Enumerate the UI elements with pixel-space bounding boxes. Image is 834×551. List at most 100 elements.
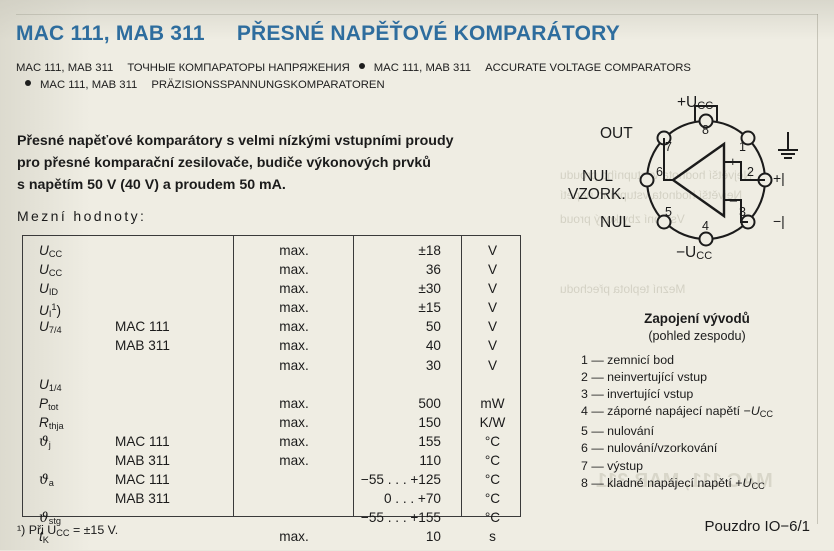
package-note: Pouzdro IO−6/1 <box>704 518 810 535</box>
table-row: MAB 311 max. 40 V <box>23 336 520 355</box>
table-row: U7/4 MAC 111 max. 50 V <box>23 317 520 336</box>
cell-condition: max. <box>279 433 309 449</box>
table-row: UID max. ±30 V <box>23 279 520 298</box>
pin-number-3: 3 <box>739 205 746 219</box>
section-heading-limits: Mezní hodnoty: <box>17 208 147 224</box>
legend-item: 1 — zemnicí bod <box>581 353 674 367</box>
pinout-diagram: + − 8 1 2 3 4 5 6 7 +UCC −UCC OUT NUL VZ… <box>568 94 822 262</box>
cell-value: −55 . . . +125 <box>360 472 441 488</box>
table-row: max. 30 V <box>23 356 520 375</box>
cell-value: 0 . . . +70 <box>383 491 441 507</box>
subtitle-line-1: MAC 111, MAB 311 ТОЧНЫЕ КОМПАРАТОРЫ НАПРЯ… <box>16 62 691 74</box>
table-row: ϑj MAC 111 max. 155 °C <box>23 432 520 451</box>
cell-symbol: UCC <box>39 262 63 279</box>
pin-label-vcc-negative: −UCC <box>676 244 713 262</box>
cell-value: 36 <box>425 262 441 278</box>
subtitle-ru-text: ТОЧНЫЕ КОМПАРАТОРЫ НАПРЯЖЕНИЯ <box>127 62 350 74</box>
package-tab <box>694 105 718 121</box>
legend-item: 4 — záporné napájecí napětí −UCC <box>581 404 774 420</box>
amp-plus-sign: + <box>729 154 737 169</box>
legend-item: 2 — neinvertující vstup <box>581 370 708 385</box>
output-trace <box>663 138 673 181</box>
cell-unit: °C <box>484 433 501 449</box>
cell-symbol: U7/4 <box>39 319 62 336</box>
cell-symbol: UI1) <box>39 302 62 320</box>
table-column-divider <box>353 236 355 516</box>
pin-number-1: 1 <box>739 140 746 154</box>
table-row: UCC max. ±18 V <box>23 241 520 260</box>
pin-number-4: 4 <box>702 219 709 233</box>
pin-label-out: OUT <box>600 125 633 142</box>
pin-number-5: 5 <box>665 205 672 219</box>
pinout-svg: + − 8 1 2 3 4 5 6 7 <box>639 105 798 247</box>
cell-condition: max. <box>279 338 309 354</box>
pin-label-nul-1: NUL <box>582 168 614 185</box>
cell-unit: K/W <box>479 414 506 430</box>
cell-value: ±30 <box>418 281 441 297</box>
legend-item: 8 — kladné napájecí napětí +UCC <box>581 475 765 491</box>
pin-pad-5 <box>656 214 672 230</box>
subtitle-de-code: MAC 111, MAB 311 <box>40 79 138 91</box>
cell-type: MAC 111 <box>115 433 170 449</box>
cell-condition: max. <box>279 395 309 411</box>
noninverting-input-trace <box>724 161 765 181</box>
cell-unit: °C <box>484 491 501 507</box>
pin-pad-8 <box>698 113 714 129</box>
pin-label-vcc-positive: +UCC <box>677 94 714 112</box>
table-footnote: ¹) Při UCC = ±15 V. <box>17 523 119 538</box>
subtitle-en-code: MAC 111, MAB 311 <box>373 62 472 74</box>
legend-item: 5 — nulování <box>581 424 655 439</box>
pin-label-noninverting-input: +| <box>773 170 785 186</box>
cell-unit: V <box>487 262 498 278</box>
cell-type: MAC 111 <box>115 472 170 488</box>
table-row: UCC max. 36 V <box>23 260 520 279</box>
pinout-caption-subtitle: (pohled zespodu) <box>648 329 746 343</box>
cell-value: 500 <box>418 395 441 411</box>
cell-unit: V <box>487 357 498 373</box>
cell-value: ±18 <box>418 243 441 258</box>
cell-unit: V <box>487 319 498 335</box>
cell-unit: V <box>487 243 498 258</box>
pin-number-7: 7 <box>665 140 672 154</box>
legend-item: 7 — výstup <box>581 458 643 473</box>
pin-pad-6 <box>639 172 655 188</box>
bullet-separator-icon <box>25 80 31 86</box>
table-body: UCC max. ±18 V UCC max. 36 V UID max. ±30 V UI1) max.… <box>23 241 520 547</box>
table-column-divider <box>461 236 463 516</box>
pin-label-nul-2: NUL <box>600 214 632 231</box>
lead-line-2: pro přesné komparační zesilovače, budiče… <box>17 155 431 171</box>
title-part-name: PŘESNÉ NAPĚŤOVÉ KOMPARÁTORY <box>236 22 620 45</box>
cell-value: 50 <box>425 319 441 335</box>
title-part-codes: MAC 111, MAB 311 <box>16 22 205 45</box>
bullet-separator-icon <box>358 63 365 69</box>
amp-minus-sign: − <box>729 193 738 210</box>
cell-type: MAB 311 <box>115 491 170 507</box>
cell-type: MAC 111 <box>115 319 170 335</box>
limits-table: UCC max. ±18 V UCC max. 36 V UID max. ±30 V UI1) max.… <box>22 235 521 545</box>
page-right-rule <box>817 14 818 524</box>
lead-line-1: Přesné napěťové komparátory s velmi nízk… <box>17 133 454 149</box>
cell-symbol: UCC <box>39 243 63 259</box>
legend-item: 6 — nulování/vzorkování <box>581 441 718 456</box>
cell-symbol: UID <box>39 281 59 298</box>
table-row: Rthja max. 150 K/W <box>23 413 520 432</box>
table-row: MAB 311 max. 110 °C <box>23 451 520 470</box>
cell-value: 30 <box>425 357 441 373</box>
inverting-input-trace <box>724 199 748 223</box>
page-top-rule <box>16 14 818 15</box>
cell-unit: V <box>487 338 498 354</box>
pinout-legend: 1 — zemnicí bod 2 — neinvertující vstup 3 … <box>581 352 773 495</box>
cell-unit: °C <box>484 510 501 526</box>
table-row: MAB 311 0 . . . +70 °C <box>23 489 520 508</box>
cell-value: 110 <box>419 453 441 469</box>
cell-unit: °C <box>484 453 501 469</box>
cell-unit: V <box>487 300 498 316</box>
cell-condition: max. <box>279 262 309 278</box>
cell-symbol: ϑstg <box>39 510 61 527</box>
pin-number-2: 2 <box>747 165 754 179</box>
pin-number-8: 8 <box>702 123 709 137</box>
cell-symbol: Rthja <box>39 414 64 431</box>
subtitle-line-2: MAC 111, MAB 311 PRÄZISIONSSPANNUNGSKOMPA… <box>16 79 385 91</box>
table-row: ϑa MAC 111 −55 . . . +125 °C <box>23 470 520 489</box>
cell-unit: °C <box>484 472 501 488</box>
